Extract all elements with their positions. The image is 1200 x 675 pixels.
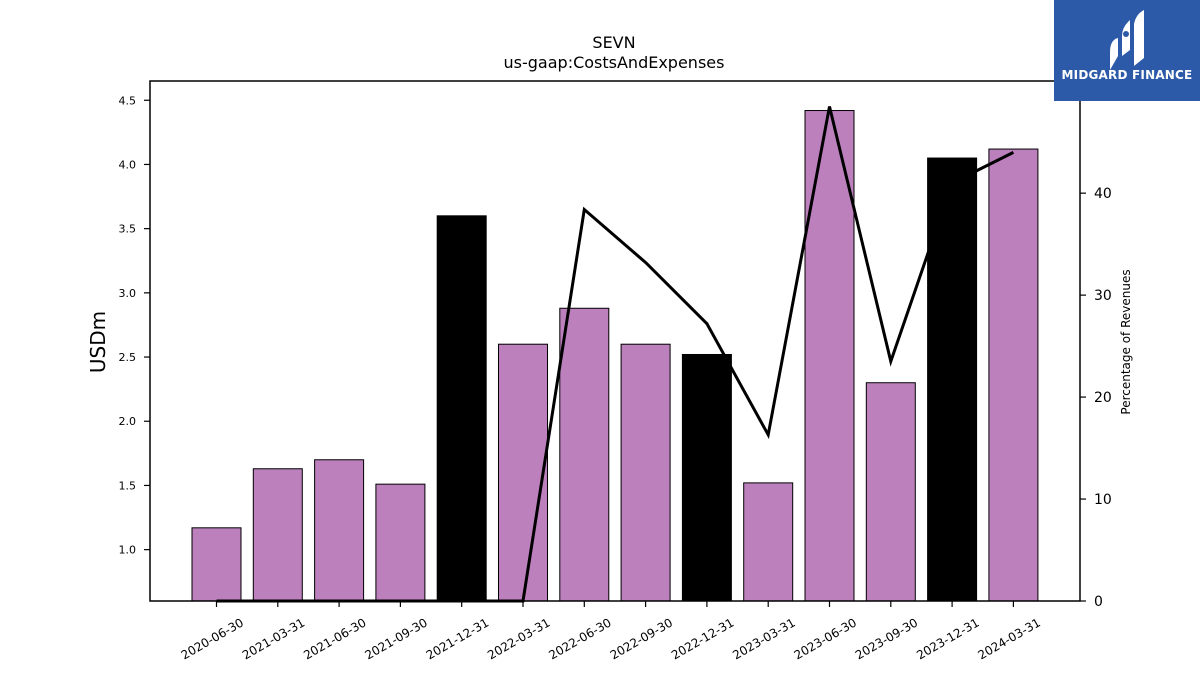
x-tick-label: 2023-03-31: [730, 615, 797, 662]
y-axis-label: USDm: [86, 311, 110, 373]
bar: [252, 468, 303, 602]
y2-tick-label: 40: [1094, 186, 1112, 202]
chart-subtitle: us-gaap:CostsAndExpenses: [504, 53, 725, 72]
x-tick-label: 2024-03-31: [975, 615, 1042, 662]
bar: [559, 307, 610, 602]
x-tick-label: 2021-09-30: [362, 615, 429, 662]
chart-title: SEVN: [592, 33, 635, 52]
logo: MIDGARD FINANCE: [1054, 0, 1200, 101]
plot-frame: [149, 80, 1081, 602]
y-tick-label: 4.0: [119, 158, 137, 171]
y-tick-label: 1.5: [119, 479, 137, 492]
y-tick-label: 4.5: [119, 94, 137, 107]
y-tick-label: 2.0: [119, 415, 137, 428]
y-tick-label: 2.5: [119, 351, 137, 364]
x-tick-label: 2023-12-31: [914, 615, 981, 662]
x-tick-label: 2023-09-30: [853, 615, 920, 662]
x-tick-label: 2023-06-30: [792, 615, 859, 662]
bar: [988, 148, 1039, 602]
x-tick-label: 2022-12-31: [669, 615, 736, 662]
x-tick-label: 2022-06-30: [546, 615, 613, 662]
midgard-logo-icon: [1110, 10, 1144, 70]
y2-tick-label: 10: [1094, 492, 1112, 508]
y2-tick-label: 0: [1094, 594, 1103, 610]
bar: [436, 215, 487, 602]
x-tick-label: 2020-06-30: [179, 615, 246, 662]
x-tick-label: 2021-06-30: [301, 615, 368, 662]
bar: [620, 343, 671, 602]
bar: [927, 157, 978, 602]
bar: [314, 459, 365, 602]
y-tick-label: 1.0: [119, 544, 137, 557]
bar: [681, 353, 732, 602]
logo-text: MIDGARD FINANCE: [1061, 68, 1193, 82]
y2-tick-label: 30: [1094, 288, 1112, 304]
y2-tick-label: 20: [1094, 390, 1112, 406]
y-tick-label: 3.0: [119, 287, 137, 300]
bar: [191, 527, 242, 602]
x-tick-label: 2021-12-31: [424, 615, 491, 662]
bar: [498, 343, 548, 602]
bar: [865, 382, 916, 602]
x-tick-label: 2022-03-31: [485, 615, 552, 662]
bar: [375, 483, 426, 602]
bars-group: [191, 110, 1039, 602]
x-tick-label: 2022-09-30: [608, 615, 675, 662]
y2-ticks: 0 10 20 30 40: [1080, 186, 1112, 610]
y-ticks: 1.0 1.5 2.0 2.5 3.0 3.5 4.0 4.5: [119, 94, 150, 557]
y-tick-label: 3.5: [119, 223, 137, 236]
x-ticks: 2020-06-302021-03-312021-06-302021-09-30…: [179, 601, 1043, 662]
bar: [743, 482, 794, 602]
y2-axis-label: Percentage of Revenues: [1119, 269, 1133, 414]
x-tick-label: 2021-03-31: [240, 615, 307, 662]
